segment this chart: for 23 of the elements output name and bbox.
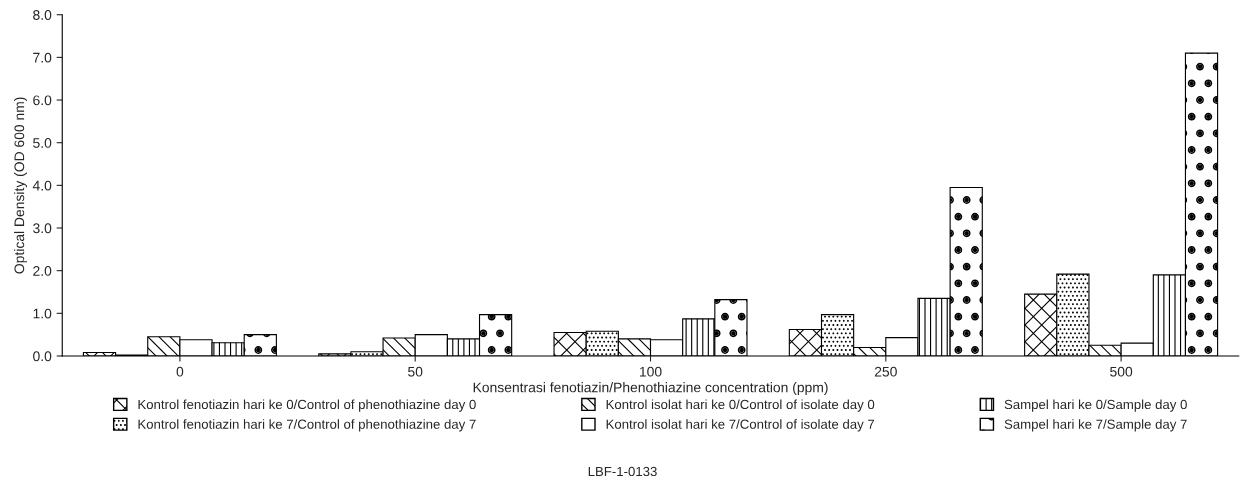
x-axis-title: Konsentrasi fenotiazin/Phenothiazine concentration (ppm) [473, 382, 828, 396]
legend-label: Kontrol fenotiazin hari ke 7/Control of phenothiazine day 7 [138, 419, 476, 432]
x-tick-label: 100 [639, 366, 662, 377]
y-tick-label: 4.0 [32, 180, 52, 191]
y-tick-label: 0.0 [33, 351, 52, 362]
text: LBF-1-0133 [588, 466, 657, 477]
x-tick-label: 50 [408, 366, 423, 377]
x-tick-label: 500 [1110, 366, 1133, 377]
y-tick-label: 1.0 [33, 308, 52, 319]
y-tick-label: 6.0 [33, 95, 52, 106]
y-tick-label: 5.0 [33, 138, 52, 148]
legend-label: Sampel hari ke 0/Sample day 0 [1004, 399, 1187, 412]
legend-label: Kontrol fenotiazin hari ke 0/Control of phenothiazine day 0 [138, 399, 476, 412]
legend-label: Sampel hari ke 7/Sample day 7 [1004, 419, 1187, 432]
y-tick-label: 8.0 [33, 10, 52, 20]
x-tick-label: 250 [874, 366, 897, 377]
y-tick-label: 7.0 [33, 52, 52, 63]
y-tick-label: 2.0 [33, 266, 52, 276]
legend-label: Kontrol isolat hari ke 7/Control of isolate day 7 [606, 419, 875, 432]
y-axis-title: Optical Density (OD 600 nm) [14, 97, 27, 274]
x-tick-label: 0 [176, 366, 184, 377]
legend-label: Kontrol isolat hari ke 0/Control of isolate day 0 [606, 399, 875, 412]
y-tick-label: 3.0 [33, 223, 52, 234]
